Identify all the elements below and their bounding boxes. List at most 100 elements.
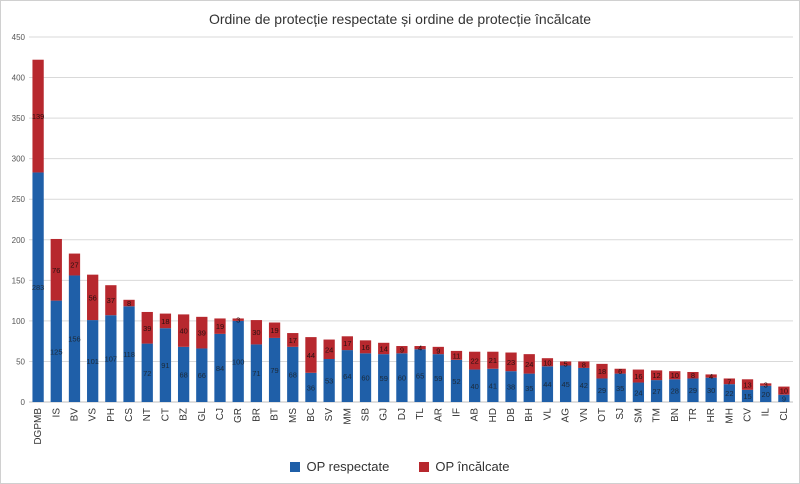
bar-respectate — [268, 337, 281, 402]
x-tick-label: GR — [233, 408, 244, 423]
x-tick-label: SM — [633, 408, 644, 423]
bar-respectate — [650, 380, 663, 402]
bar-respectate — [741, 389, 754, 402]
data-label-respectate: 22 — [725, 389, 733, 398]
bar-respectate — [669, 379, 681, 402]
x-tick-label: BT — [270, 408, 281, 421]
data-label-respectate: 66 — [198, 371, 206, 380]
chart-title: Ordine de protecție respectate și ordine… — [208, 11, 592, 27]
data-label-respectate: 29 — [689, 386, 697, 395]
data-label-incalcate: 18 — [161, 317, 169, 326]
data-label-incalcate: 76 — [52, 266, 60, 275]
y-tick-label: 200 — [12, 236, 26, 245]
bar-respectate — [196, 348, 208, 402]
bar-incalcate — [487, 351, 499, 369]
data-label-respectate: 44 — [543, 380, 551, 389]
legend-item-incalcate: OP încălcate — [419, 459, 510, 474]
bar-incalcate — [778, 386, 790, 395]
bar-respectate — [578, 367, 590, 402]
bar-respectate — [123, 306, 135, 402]
bar-respectate — [469, 369, 481, 402]
bar-respectate — [287, 346, 299, 402]
data-label-respectate: 91 — [161, 361, 169, 370]
x-tick-label: VL — [542, 408, 553, 421]
y-tick-label: 100 — [12, 317, 26, 326]
data-label-respectate: 60 — [361, 374, 369, 383]
x-tick-label: NT — [142, 408, 153, 421]
x-tick-label: VN — [579, 408, 590, 422]
bar-incalcate — [68, 253, 81, 276]
data-label-respectate: 35 — [616, 384, 624, 393]
data-label-respectate: 72 — [143, 369, 151, 378]
data-label-respectate: 79 — [270, 366, 278, 375]
bar-respectate — [232, 320, 244, 402]
data-label-incalcate: 10 — [543, 358, 551, 367]
x-tick-label: DGPMB — [33, 408, 44, 445]
x-tick-label: MH — [724, 408, 735, 424]
bar-incalcate — [232, 318, 244, 321]
bar-incalcate — [268, 322, 281, 338]
x-tick-label: CS — [124, 408, 135, 422]
x-tick-label: SJ — [615, 408, 626, 420]
data-label-incalcate: 19 — [216, 322, 224, 331]
bar-respectate — [705, 377, 717, 402]
bar-incalcate — [760, 383, 772, 386]
data-label-respectate: 20 — [762, 390, 770, 399]
data-label-respectate: 15 — [743, 392, 751, 401]
data-label-respectate: 156 — [68, 335, 81, 344]
data-label-respectate: 52 — [452, 377, 460, 386]
bar-respectate — [541, 366, 554, 402]
data-label-respectate: 71 — [252, 369, 260, 378]
data-label-respectate: 30 — [707, 386, 715, 395]
x-tick-label: VS — [88, 408, 99, 422]
data-label-incalcate: 14 — [380, 344, 388, 353]
x-tick-label: BV — [69, 408, 80, 422]
data-label-respectate: 29 — [598, 386, 606, 395]
bar-incalcate — [141, 311, 153, 344]
bar-respectate — [450, 359, 463, 402]
bar-incalcate — [687, 371, 699, 379]
bar-incalcate — [559, 361, 572, 366]
data-label-respectate: 125 — [50, 347, 63, 356]
bar-respectate — [32, 172, 44, 402]
bar-respectate — [396, 353, 408, 402]
bar-respectate — [596, 378, 608, 402]
bar-incalcate — [669, 371, 681, 380]
data-label-incalcate: 17 — [289, 336, 297, 345]
data-label-incalcate: 39 — [198, 329, 206, 338]
data-label-incalcate: 3 — [764, 381, 768, 390]
data-label-incalcate: 16 — [361, 343, 369, 352]
legend-label-incalcate: OP încălcate — [435, 459, 510, 474]
data-label-incalcate: 8 — [127, 299, 131, 308]
x-tick-label: DJ — [397, 408, 408, 420]
bar-respectate — [687, 378, 699, 402]
x-tick-label: GL — [197, 408, 208, 422]
bar-respectate — [341, 350, 353, 402]
bar-incalcate — [87, 274, 99, 321]
data-label-incalcate: 3 — [236, 316, 240, 325]
data-label-respectate: 38 — [507, 383, 515, 392]
data-label-respectate: 68 — [179, 370, 187, 379]
y-tick-label: 0 — [21, 398, 26, 407]
bar-incalcate — [705, 374, 717, 378]
y-tick-label: 150 — [12, 276, 26, 285]
data-label-incalcate: 139 — [32, 112, 45, 121]
bar-incalcate — [723, 378, 735, 385]
bar-respectate — [505, 371, 517, 402]
data-label-incalcate: 18 — [598, 367, 606, 376]
data-label-respectate: 60 — [398, 374, 406, 383]
bar-incalcate — [359, 340, 372, 354]
data-label-respectate: 28 — [671, 387, 679, 396]
bar-respectate — [250, 344, 263, 402]
bar-respectate — [105, 315, 117, 402]
x-tick-label: AG — [561, 408, 572, 423]
data-label-incalcate: 8 — [691, 371, 695, 380]
bar-incalcate — [250, 320, 263, 345]
bar-respectate — [50, 300, 62, 402]
x-tick-label: IF — [451, 408, 462, 417]
bar-respectate — [159, 328, 172, 402]
bar-incalcate — [196, 316, 208, 349]
data-label-incalcate: 17 — [343, 339, 351, 348]
x-tick-label: TL — [415, 408, 426, 420]
data-label-incalcate: 9 — [400, 346, 404, 355]
